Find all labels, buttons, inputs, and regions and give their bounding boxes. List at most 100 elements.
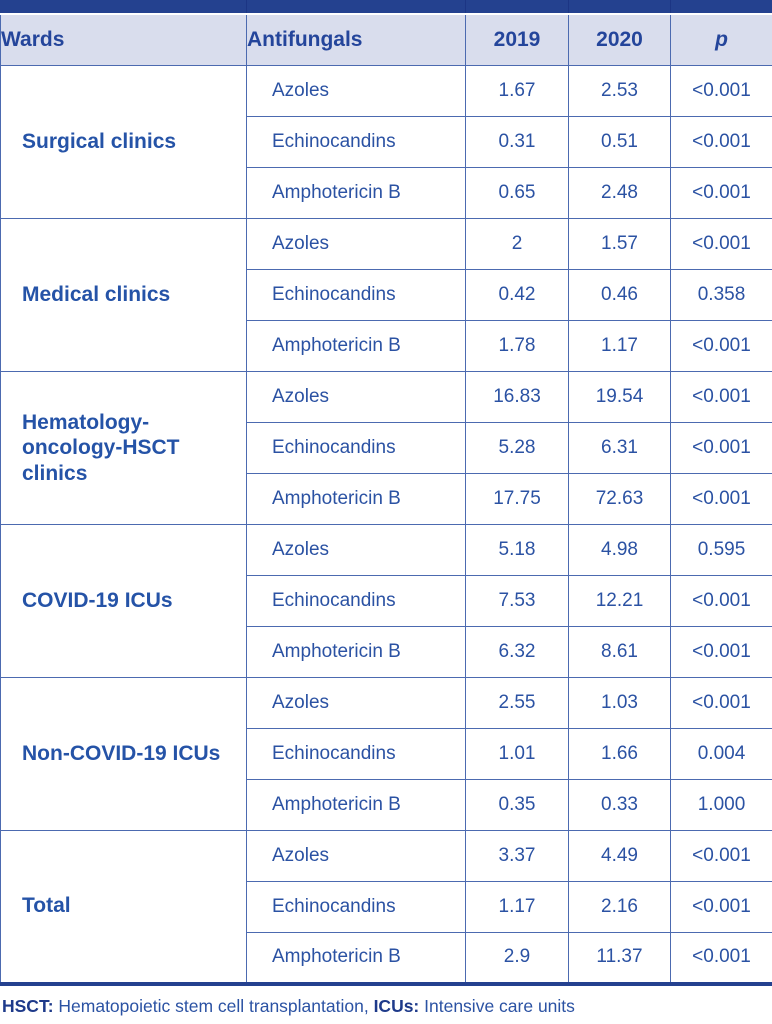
antifungal-cell: Echinocandins [246, 116, 466, 168]
value-2020-cell: 2.53 [568, 65, 671, 117]
column-header-2019: 2019 [465, 13, 569, 66]
value-2020-cell: 12.21 [568, 575, 671, 627]
ward-cell: Hematology-oncology-HSCT clinics [0, 371, 247, 525]
p-value-cell: <0.001 [670, 473, 772, 525]
value-2020-cell: 0.51 [568, 116, 671, 168]
top-bar-cell [670, 0, 772, 15]
value-2020-cell: 8.61 [568, 626, 671, 678]
value-2020-cell: 72.63 [568, 473, 671, 525]
table-row: Echinocandins 1.01 1.66 0.004 [1, 728, 772, 780]
p-value-cell: <0.001 [670, 65, 772, 117]
footnote-text: Hematopoietic stem cell transplantation, [53, 995, 374, 1016]
value-2019-cell: 7.53 [465, 575, 569, 627]
antifungal-cell: Amphotericin B [246, 626, 466, 678]
top-bar-cell [568, 0, 671, 15]
value-2019-cell: 0.31 [465, 116, 569, 168]
p-value-cell: <0.001 [670, 371, 772, 423]
antifungal-cell: Amphotericin B [246, 167, 466, 219]
value-2020-cell: 11.37 [568, 932, 671, 984]
value-2019-cell: 2 [465, 218, 569, 270]
top-navy-bar [0, 0, 772, 15]
p-value-cell: <0.001 [670, 320, 772, 372]
value-2020-cell: 1.03 [568, 677, 671, 729]
value-2020-cell: 0.46 [568, 269, 671, 321]
value-2019-cell: 2.55 [465, 677, 569, 729]
antifungal-cell: Azoles [246, 830, 466, 882]
table-row: Amphotericin B 1.78 1.17 <0.001 [1, 320, 772, 372]
value-2019-cell: 5.28 [465, 422, 569, 474]
antifungal-cell: Azoles [246, 218, 466, 270]
p-value-cell: <0.001 [670, 881, 772, 933]
header-row: Wards Antifungals 2019 2020 p [0, 13, 772, 66]
value-2020-cell: 0.33 [568, 779, 671, 831]
antifungal-cell: Echinocandins [246, 422, 466, 474]
p-value-cell: <0.001 [670, 218, 772, 270]
table-row: Amphotericin B 6.32 8.61 <0.001 [1, 626, 772, 678]
table-row: COVID-19 ICUs Azoles 5.18 4.98 0.595 [0, 524, 772, 678]
antifungal-cell: Azoles [246, 65, 466, 117]
table-row: Medical clinics Azoles 2 1.57 <0.001 [0, 218, 772, 372]
p-value-cell: <0.001 [670, 677, 772, 729]
table-row: Echinocandins 0.31 0.51 <0.001 [1, 116, 772, 168]
p-value-cell: 0.358 [670, 269, 772, 321]
top-bar-cell [465, 0, 569, 15]
value-2020-cell: 6.31 [568, 422, 671, 474]
table-row: Amphotericin B 0.65 2.48 <0.001 [1, 167, 772, 219]
antifungal-cell: Echinocandins [246, 728, 466, 780]
table-row: Echinocandins 7.53 12.21 <0.001 [1, 575, 772, 627]
p-value-cell: 0.595 [670, 524, 772, 576]
ward-cell: Non-COVID-19 ICUs [0, 677, 247, 831]
footnote-text: Intensive care units [419, 995, 575, 1016]
value-2019-cell: 1.78 [465, 320, 569, 372]
ward-cell: COVID-19 ICUs [0, 524, 247, 678]
antifungal-cell: Amphotericin B [246, 779, 466, 831]
ward-cell: Total [0, 830, 247, 984]
value-2019-cell: 17.75 [465, 473, 569, 525]
antifungal-cell: Amphotericin B [246, 320, 466, 372]
table-row: Non-COVID-19 ICUs Azoles 2.55 1.03 <0.001 [0, 677, 772, 831]
value-2020-cell: 1.57 [568, 218, 671, 270]
column-header-wards: Wards [0, 13, 247, 66]
value-2019-cell: 5.18 [465, 524, 569, 576]
p-value-cell: <0.001 [670, 932, 772, 984]
table-body: Surgical clinics Azoles 1.67 2.53 <0.001 Echi… [0, 65, 772, 984]
table-row: Amphotericin B 0.35 0.33 1.000 [1, 779, 772, 831]
value-2019-cell: 6.32 [465, 626, 569, 678]
antifungal-cell: Azoles [246, 371, 466, 423]
antifungal-cell: Echinocandins [246, 269, 466, 321]
value-2019-cell: 0.42 [465, 269, 569, 321]
p-value-cell: <0.001 [670, 575, 772, 627]
antifungal-cell: Amphotericin B [246, 932, 466, 984]
value-2019-cell: 1.67 [465, 65, 569, 117]
value-2020-cell: 1.17 [568, 320, 671, 372]
table-row: Total Azoles 3.37 4.49 <0.001 [0, 830, 772, 984]
antifungal-cell: Amphotericin B [246, 473, 466, 525]
value-2020-cell: 4.49 [568, 830, 671, 882]
p-value-cell: <0.001 [670, 167, 772, 219]
p-value-cell: 0.004 [670, 728, 772, 780]
table-row: Amphotericin B 2.9 11.37 <0.001 [1, 932, 772, 984]
table-row: Echinocandins 0.42 0.46 0.358 [1, 269, 772, 321]
p-value-cell: <0.001 [670, 422, 772, 474]
footnote-term: ICUs: [373, 995, 420, 1016]
column-header-antifungals: Antifungals [246, 13, 466, 66]
value-2020-cell: 1.66 [568, 728, 671, 780]
p-value-cell: <0.001 [670, 116, 772, 168]
value-2019-cell: 0.65 [465, 167, 569, 219]
table-row: Amphotericin B 17.75 72.63 <0.001 [1, 473, 772, 525]
value-2019-cell: 0.35 [465, 779, 569, 831]
value-2019-cell: 16.83 [465, 371, 569, 423]
p-value-cell: <0.001 [670, 626, 772, 678]
value-2019-cell: 1.01 [465, 728, 569, 780]
antifungal-cell: Echinocandins [246, 881, 466, 933]
value-2019-cell: 1.17 [465, 881, 569, 933]
value-2020-cell: 4.98 [568, 524, 671, 576]
antifungal-cell: Azoles [246, 677, 466, 729]
ward-cell: Medical clinics [0, 218, 247, 372]
column-header-p-value: p [670, 13, 772, 66]
value-2020-cell: 2.16 [568, 881, 671, 933]
p-value-cell: <0.001 [670, 830, 772, 882]
antifungal-consumption-table: Wards Antifungals 2019 2020 p Surgical c… [0, 0, 772, 986]
value-2019-cell: 3.37 [465, 830, 569, 882]
table-row: Surgical clinics Azoles 1.67 2.53 <0.001 [0, 65, 772, 219]
